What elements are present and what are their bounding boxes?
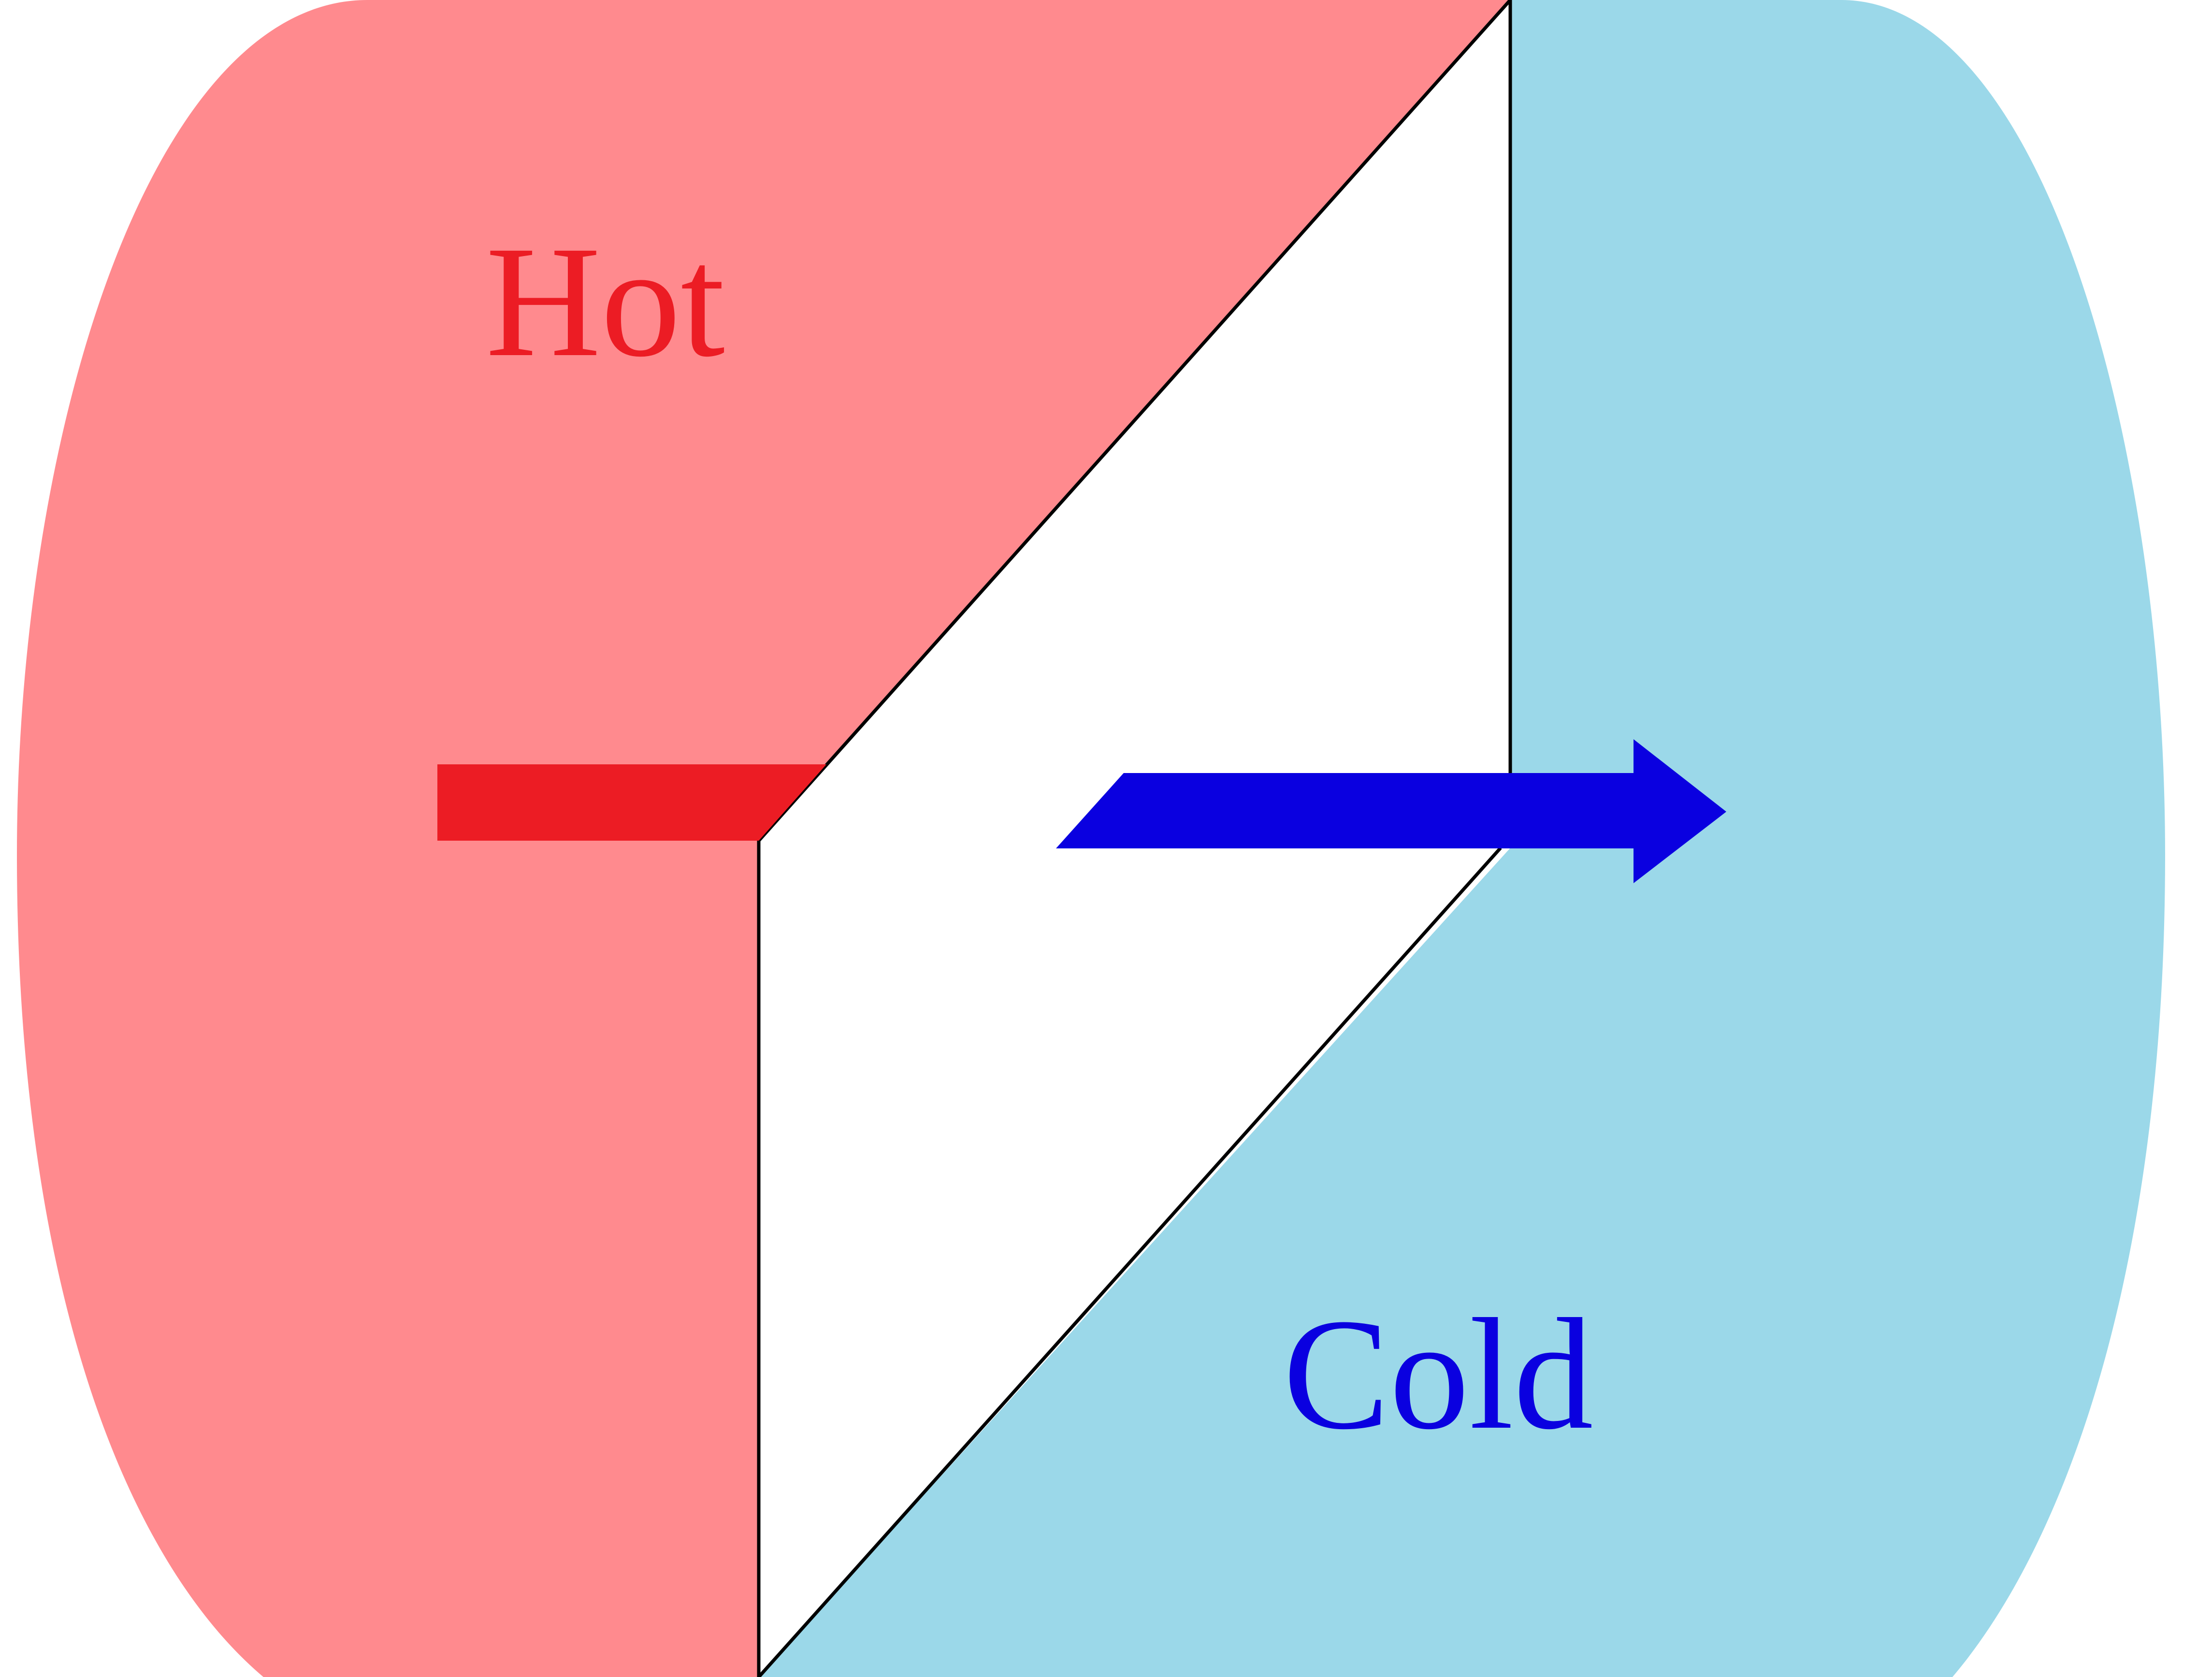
hot-flow-arrow — [437, 764, 826, 841]
cold-flow-arrow — [1056, 739, 1726, 883]
wall-outline — [757, 0, 1512, 1677]
hot-label: Hot — [486, 214, 725, 390]
cold-label: Cold — [1283, 1286, 1593, 1462]
hot-region — [17, 0, 1510, 1677]
cold-region — [759, 0, 2165, 1677]
wall-edge-top — [757, 0, 1512, 842]
wall-edge-bottom — [757, 846, 1502, 1677]
